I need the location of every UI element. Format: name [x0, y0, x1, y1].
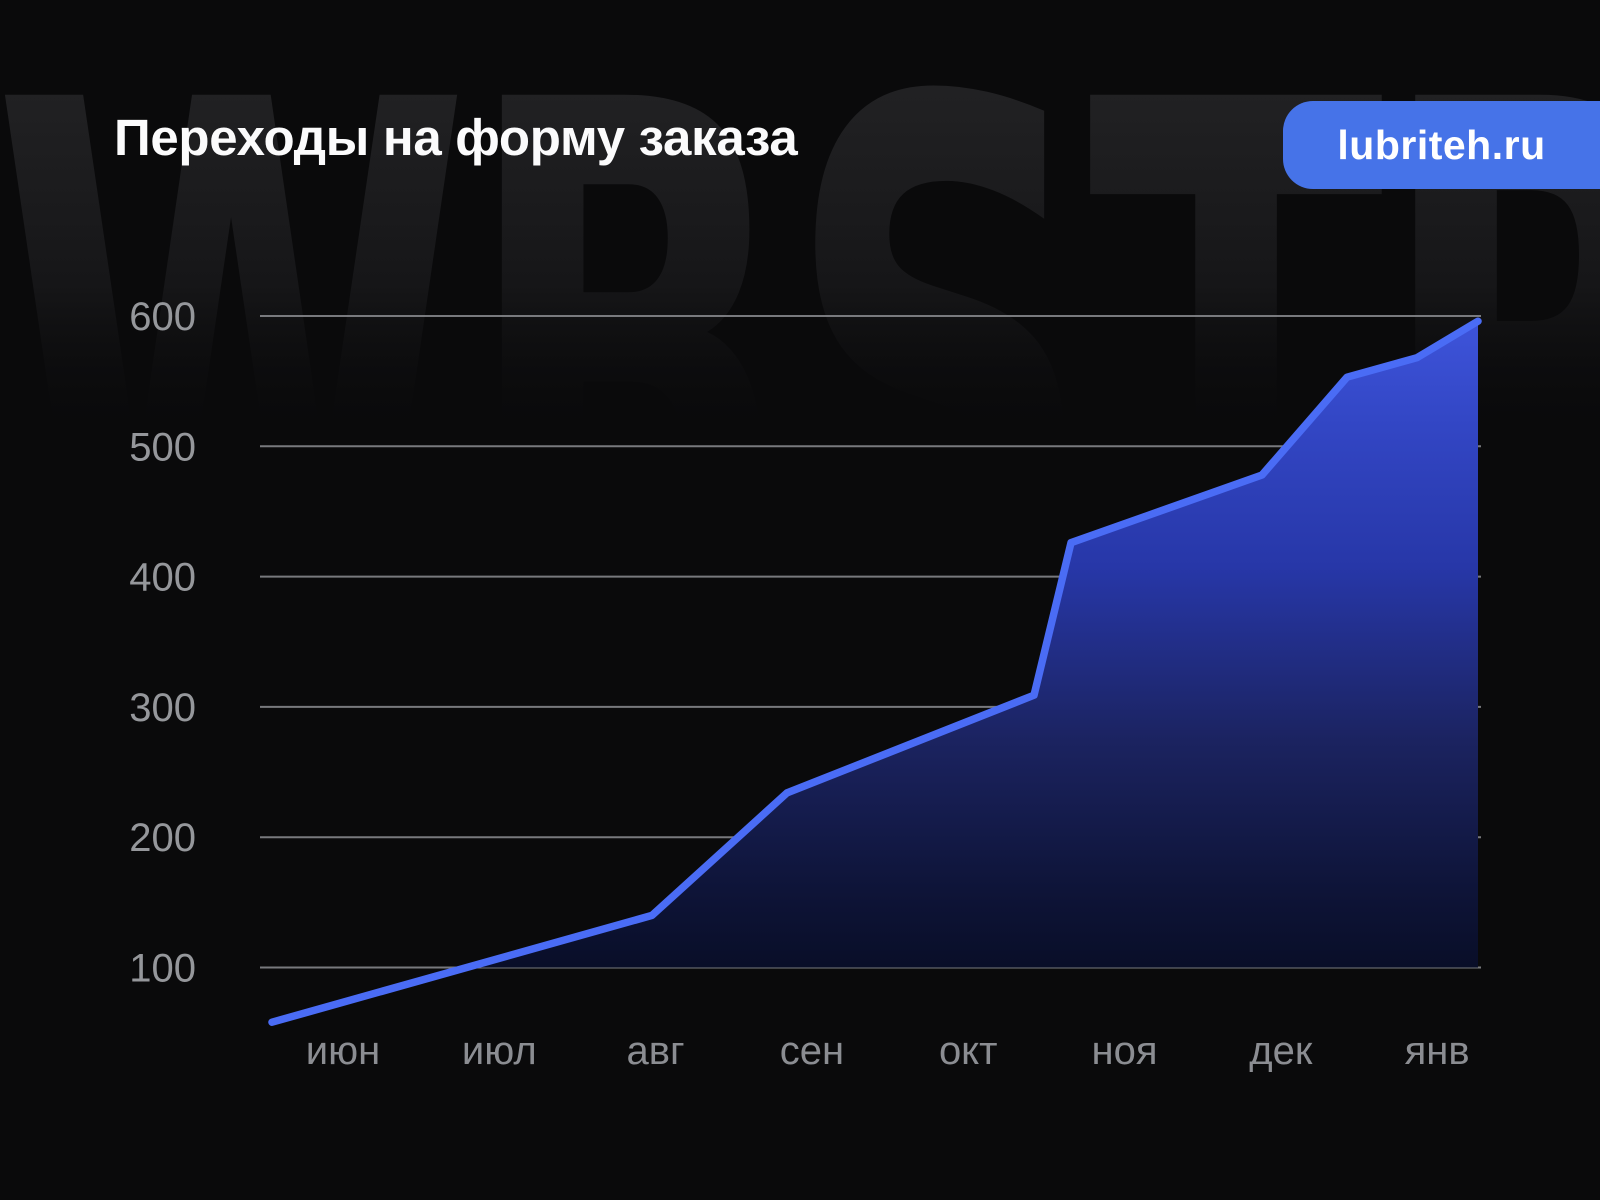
x-axis-label-янв: янв: [1405, 1029, 1470, 1073]
area-fill: [466, 321, 1479, 968]
trend-line: [268, 317, 1482, 1026]
x-axis-label-дек: дек: [1249, 1029, 1313, 1073]
site-badge-label: lubriteh.ru: [1337, 121, 1546, 168]
site-badge[interactable]: lubriteh.ru: [1283, 101, 1600, 189]
x-axis-label-сен: сен: [780, 1029, 844, 1073]
y-axis-label-200: 200: [129, 816, 196, 860]
x-axis-label-июн: июн: [306, 1029, 380, 1073]
page-title: Переходы на форму заказа: [114, 109, 798, 166]
x-axis-label-окт: окт: [939, 1029, 998, 1073]
y-axis-label-600: 600: [129, 295, 196, 339]
y-axis-label-100: 100: [129, 947, 196, 991]
x-axis-label-авг: авг: [627, 1029, 685, 1073]
y-axis-label-400: 400: [129, 556, 196, 600]
y-axis-label-500: 500: [129, 425, 196, 469]
y-axis-label-300: 300: [129, 686, 196, 730]
x-axis-label-июл: июл: [462, 1029, 537, 1073]
x-axis-label-ноя: ноя: [1092, 1029, 1158, 1073]
